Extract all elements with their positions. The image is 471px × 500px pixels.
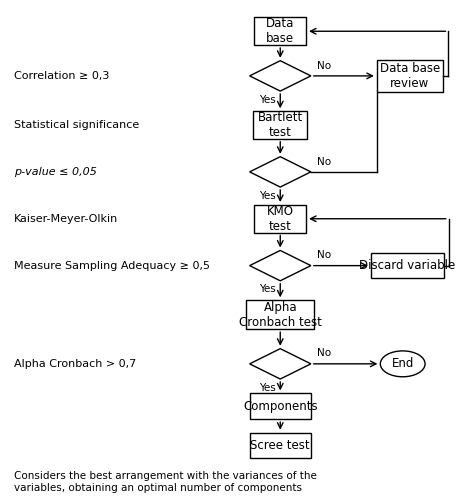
Text: p-value ≤ 0,05: p-value ≤ 0,05 [14, 167, 97, 177]
Text: Data base
review: Data base review [380, 62, 440, 90]
FancyBboxPatch shape [371, 254, 444, 278]
Ellipse shape [381, 351, 425, 377]
Text: Bartlett
test: Bartlett test [258, 111, 303, 139]
Text: Yes: Yes [259, 94, 276, 104]
Polygon shape [250, 156, 311, 187]
FancyBboxPatch shape [377, 60, 443, 92]
Text: No: No [317, 348, 331, 358]
Text: No: No [317, 60, 331, 70]
Text: No: No [317, 156, 331, 166]
Text: Components: Components [243, 400, 317, 413]
FancyBboxPatch shape [246, 300, 315, 329]
Text: End: End [391, 358, 414, 370]
Text: No: No [317, 250, 331, 260]
Text: Alpha
Cronbach test: Alpha Cronbach test [239, 300, 322, 328]
FancyBboxPatch shape [250, 394, 311, 419]
Text: Yes: Yes [259, 284, 276, 294]
FancyBboxPatch shape [254, 18, 306, 45]
Text: Data
base: Data base [266, 18, 294, 46]
Text: Yes: Yes [259, 382, 276, 392]
Text: Measure Sampling Adequacy ≥ 0,5: Measure Sampling Adequacy ≥ 0,5 [14, 260, 210, 270]
Polygon shape [250, 348, 311, 379]
Text: Scree test: Scree test [251, 439, 310, 452]
Text: Considers the best arrangement with the variances of the
variables, obtaining an: Considers the best arrangement with the … [14, 471, 317, 492]
Text: Discard variable: Discard variable [359, 259, 455, 272]
Text: Yes: Yes [259, 190, 276, 200]
Polygon shape [250, 250, 311, 281]
FancyBboxPatch shape [250, 432, 311, 458]
Polygon shape [250, 60, 311, 91]
Text: Statistical significance: Statistical significance [14, 120, 139, 130]
Text: Alpha Cronbach > 0,7: Alpha Cronbach > 0,7 [14, 359, 137, 369]
FancyBboxPatch shape [253, 111, 307, 139]
Text: Kaiser-Meyer-Olkin: Kaiser-Meyer-Olkin [14, 214, 118, 224]
Text: KMO
test: KMO test [267, 205, 294, 233]
Text: Correlation ≥ 0,3: Correlation ≥ 0,3 [14, 71, 109, 81]
FancyBboxPatch shape [254, 205, 306, 233]
